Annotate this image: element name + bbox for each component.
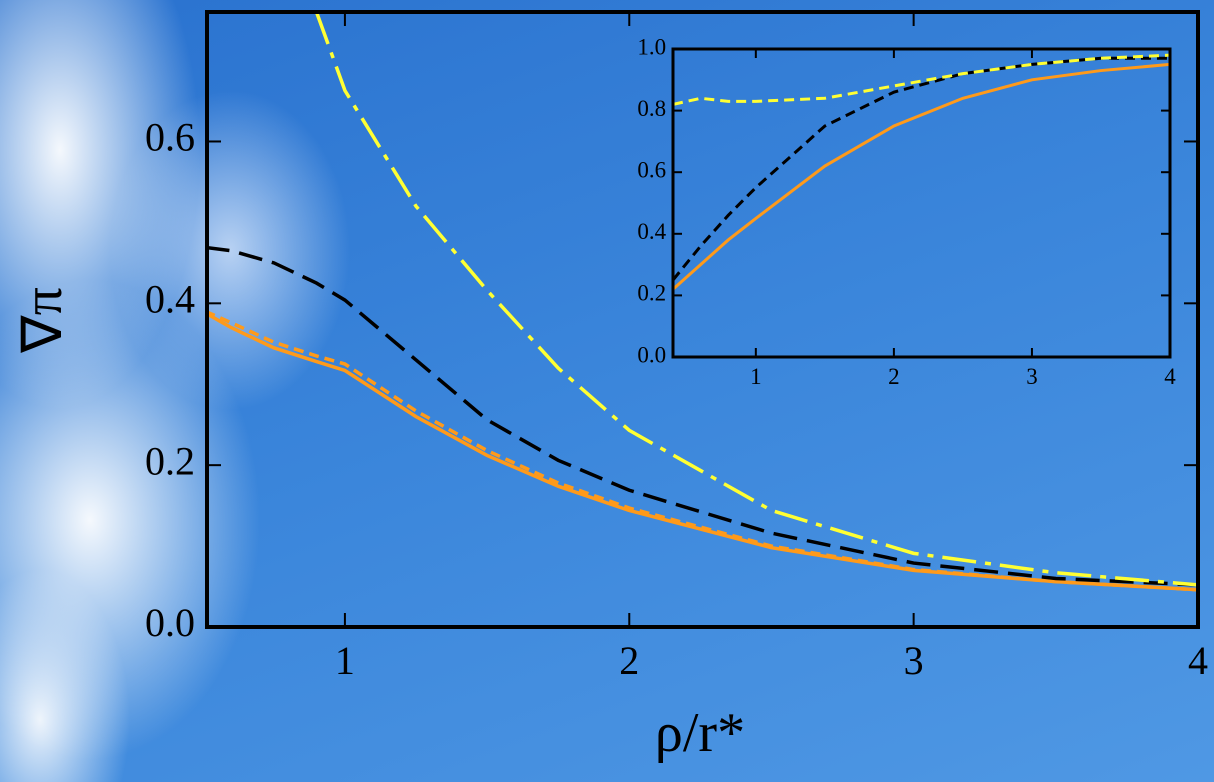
page: ρ/r* ∇π 1 2 3 4 0.0 0.2 0.4 0.6 1 2 3 4 0.0 0.2 0.4 0.6…	[0, 0, 1214, 782]
plot-frame	[673, 49, 1170, 357]
x-tick-label: 4	[1164, 364, 1176, 389]
plot: 1 2 3 4 0.0 0.2 0.4 0.6	[145, 12, 1208, 683]
x-tick-label: 3	[904, 638, 924, 683]
y-tick-label: 0.4	[637, 219, 666, 244]
plot-frame	[207, 12, 1198, 627]
y-tick-label: 0.8	[637, 96, 666, 121]
series-group	[206, 12, 1198, 590]
data-line	[673, 64, 1170, 289]
x-axis-label: ρ/r*	[655, 702, 745, 764]
data-line	[206, 313, 1198, 590]
y-tick-label: 0.0	[637, 342, 666, 367]
x-tick-label: 1	[335, 638, 355, 683]
y-tick-label: 0.6	[145, 115, 195, 160]
series-group	[673, 55, 1170, 289]
x-tick-label: 1	[750, 364, 762, 389]
y-tick-label: 0.2	[145, 438, 195, 483]
data-line	[206, 311, 1198, 589]
data-line	[673, 58, 1170, 280]
x-tick-label: 4	[1188, 638, 1208, 683]
chart: ρ/r* ∇π 1 2 3 4 0.0 0.2 0.4 0.6 1 2 3 4 0.0 0.2 0.4 0.6…	[0, 0, 1214, 782]
y-axis-label: ∇π	[12, 287, 74, 354]
plot: 1 2 3 4 0.0 0.2 0.4 0.6 0.8 1.0	[637, 34, 1176, 389]
y-tick-label: 0.4	[145, 276, 195, 321]
data-line	[673, 55, 1170, 104]
x-tick-label: 2	[888, 364, 900, 389]
x-tick-label: 2	[619, 638, 639, 683]
y-tick-label: 0.6	[637, 157, 666, 182]
data-line	[316, 12, 1198, 585]
y-tick-label: 0.2	[637, 281, 666, 306]
data-line	[206, 247, 1198, 584]
x-tick-label: 3	[1026, 364, 1038, 389]
y-tick-label: 1.0	[637, 34, 666, 59]
y-tick-label: 0.0	[145, 600, 195, 645]
